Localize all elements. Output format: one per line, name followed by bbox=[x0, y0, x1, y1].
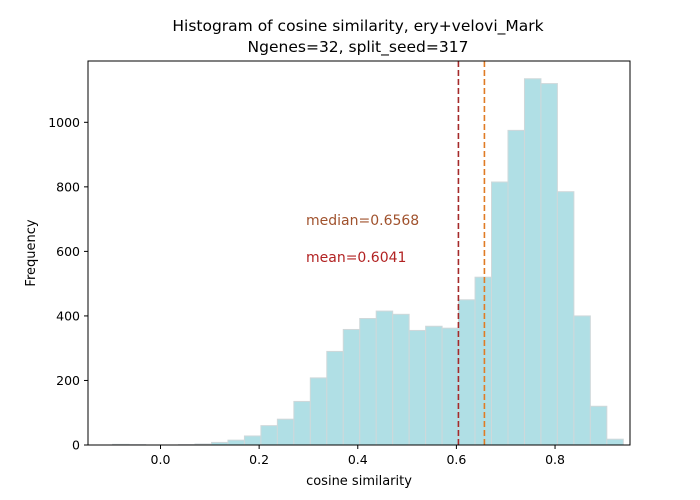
chart-title: Histogram of cosine similarity, ery+velo… bbox=[172, 17, 543, 36]
histogram-bar bbox=[392, 313, 410, 446]
histogram-bar bbox=[606, 438, 624, 446]
histogram-bar bbox=[227, 439, 245, 446]
histogram-bar bbox=[309, 377, 328, 446]
histogram-bar bbox=[359, 318, 377, 446]
x-tick-label: 0.8 bbox=[545, 452, 565, 467]
histogram-bar bbox=[425, 325, 443, 446]
y-tick-label: 600 bbox=[56, 244, 80, 259]
x-tick-label: 0.2 bbox=[249, 452, 269, 467]
histogram-bars bbox=[112, 78, 624, 446]
x-tick-label: 0.4 bbox=[348, 452, 368, 467]
histogram-bar bbox=[474, 276, 493, 446]
histogram-bar bbox=[260, 425, 278, 446]
y-tick-label: 200 bbox=[56, 373, 80, 388]
reference-lines bbox=[457, 61, 486, 445]
histogram-bar bbox=[293, 400, 311, 446]
x-axis-ticks: 0.0 0.2 0.4 0.6 0.8 bbox=[151, 445, 565, 467]
histogram-bar bbox=[523, 78, 542, 446]
histogram-bar bbox=[276, 418, 295, 446]
y-axis-label: Frequency bbox=[24, 219, 39, 286]
histogram-bar bbox=[589, 405, 608, 446]
histogram-bar bbox=[326, 350, 344, 446]
chart-subtitle: Ngenes=32, split_seed=317 bbox=[248, 38, 469, 57]
y-axis-ticks: 0 200 400 600 800 1000 bbox=[48, 115, 88, 453]
histogram-bar bbox=[441, 327, 460, 446]
x-axis-label: cosine similarity bbox=[306, 474, 412, 489]
histogram-bar bbox=[408, 329, 427, 446]
x-tick-label: 0.6 bbox=[446, 452, 466, 467]
y-tick-label: 800 bbox=[56, 179, 80, 194]
plot-frame bbox=[87, 60, 631, 446]
histogram-bar bbox=[507, 129, 525, 446]
histogram-bar bbox=[458, 299, 476, 446]
histogram-bar bbox=[342, 328, 361, 446]
histogram-bar bbox=[491, 181, 509, 446]
median-annotation: median=0.6568 bbox=[306, 213, 419, 229]
mean-annotation: mean=0.6041 bbox=[306, 250, 406, 266]
y-tick-label: 400 bbox=[56, 308, 80, 323]
histogram-bar bbox=[556, 191, 575, 446]
histogram-bar bbox=[375, 310, 394, 446]
y-tick-label: 0 bbox=[72, 438, 80, 453]
x-tick-label: 0.0 bbox=[151, 452, 171, 467]
y-tick-label: 1000 bbox=[48, 115, 80, 130]
histogram-bar bbox=[243, 435, 262, 446]
histogram-bar bbox=[573, 315, 591, 446]
histogram-bar bbox=[540, 83, 558, 446]
